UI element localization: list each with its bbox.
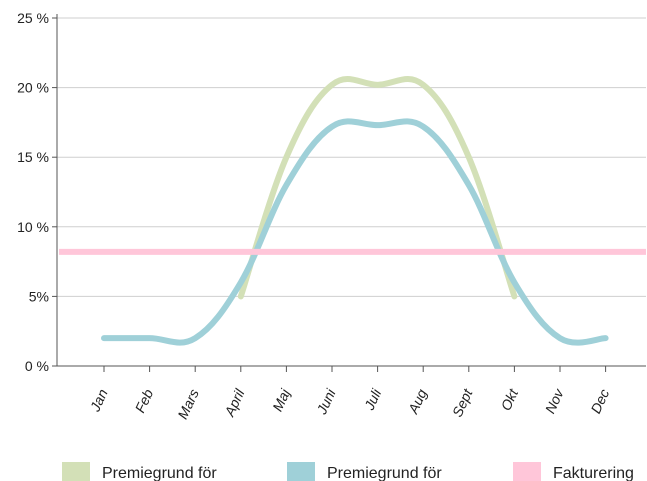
- y-tick-label: 25 %: [17, 10, 49, 26]
- x-tick-label: Juni: [313, 386, 339, 418]
- x-tick-label: Jan: [86, 386, 111, 414]
- legend-swatch: [513, 462, 541, 481]
- legend-label: Fakturering: [553, 465, 634, 481]
- x-tick-label: Feb: [132, 386, 157, 415]
- series-line-1: [237, 76, 518, 300]
- x-tick-label: Sept: [449, 386, 476, 420]
- axes: [52, 14, 646, 372]
- gridlines: [57, 17, 646, 297]
- y-tick-label: 0 %: [25, 358, 49, 374]
- legend-swatch: [287, 462, 315, 481]
- x-tick-label: Nov: [542, 386, 567, 416]
- x-tick-labels: Jan Feb Mars April Maj Juni Juli Aug Sept Okt Nov D…: [86, 386, 612, 422]
- legend: Premiegrund för Premiegrund för Fakturerin…: [62, 462, 634, 481]
- x-tick-label: Aug: [404, 386, 430, 416]
- legend-label: Premiegrund för: [327, 465, 442, 481]
- y-tick-label: 15 %: [17, 149, 49, 165]
- y-tick-label: 20 %: [17, 80, 49, 96]
- y-tick-label: 5%: [29, 288, 49, 304]
- x-tick-label: Mars: [174, 387, 202, 422]
- x-tick-label: Maj: [269, 386, 293, 414]
- y-tick-labels: 0 % 5% 10 % 15 % 20 % 25 %: [17, 10, 49, 374]
- y-tick-label: 10 %: [17, 219, 49, 235]
- x-tick-label: Okt: [497, 386, 521, 414]
- x-tick-label: Dec: [587, 387, 612, 416]
- series-lines: [59, 76, 646, 346]
- legend-label: Premiegrund för: [102, 465, 217, 481]
- series-line-2: [101, 118, 609, 346]
- x-tick-label: Juli: [361, 386, 385, 414]
- legend-swatch: [62, 462, 90, 481]
- x-tick-label: April: [221, 386, 248, 420]
